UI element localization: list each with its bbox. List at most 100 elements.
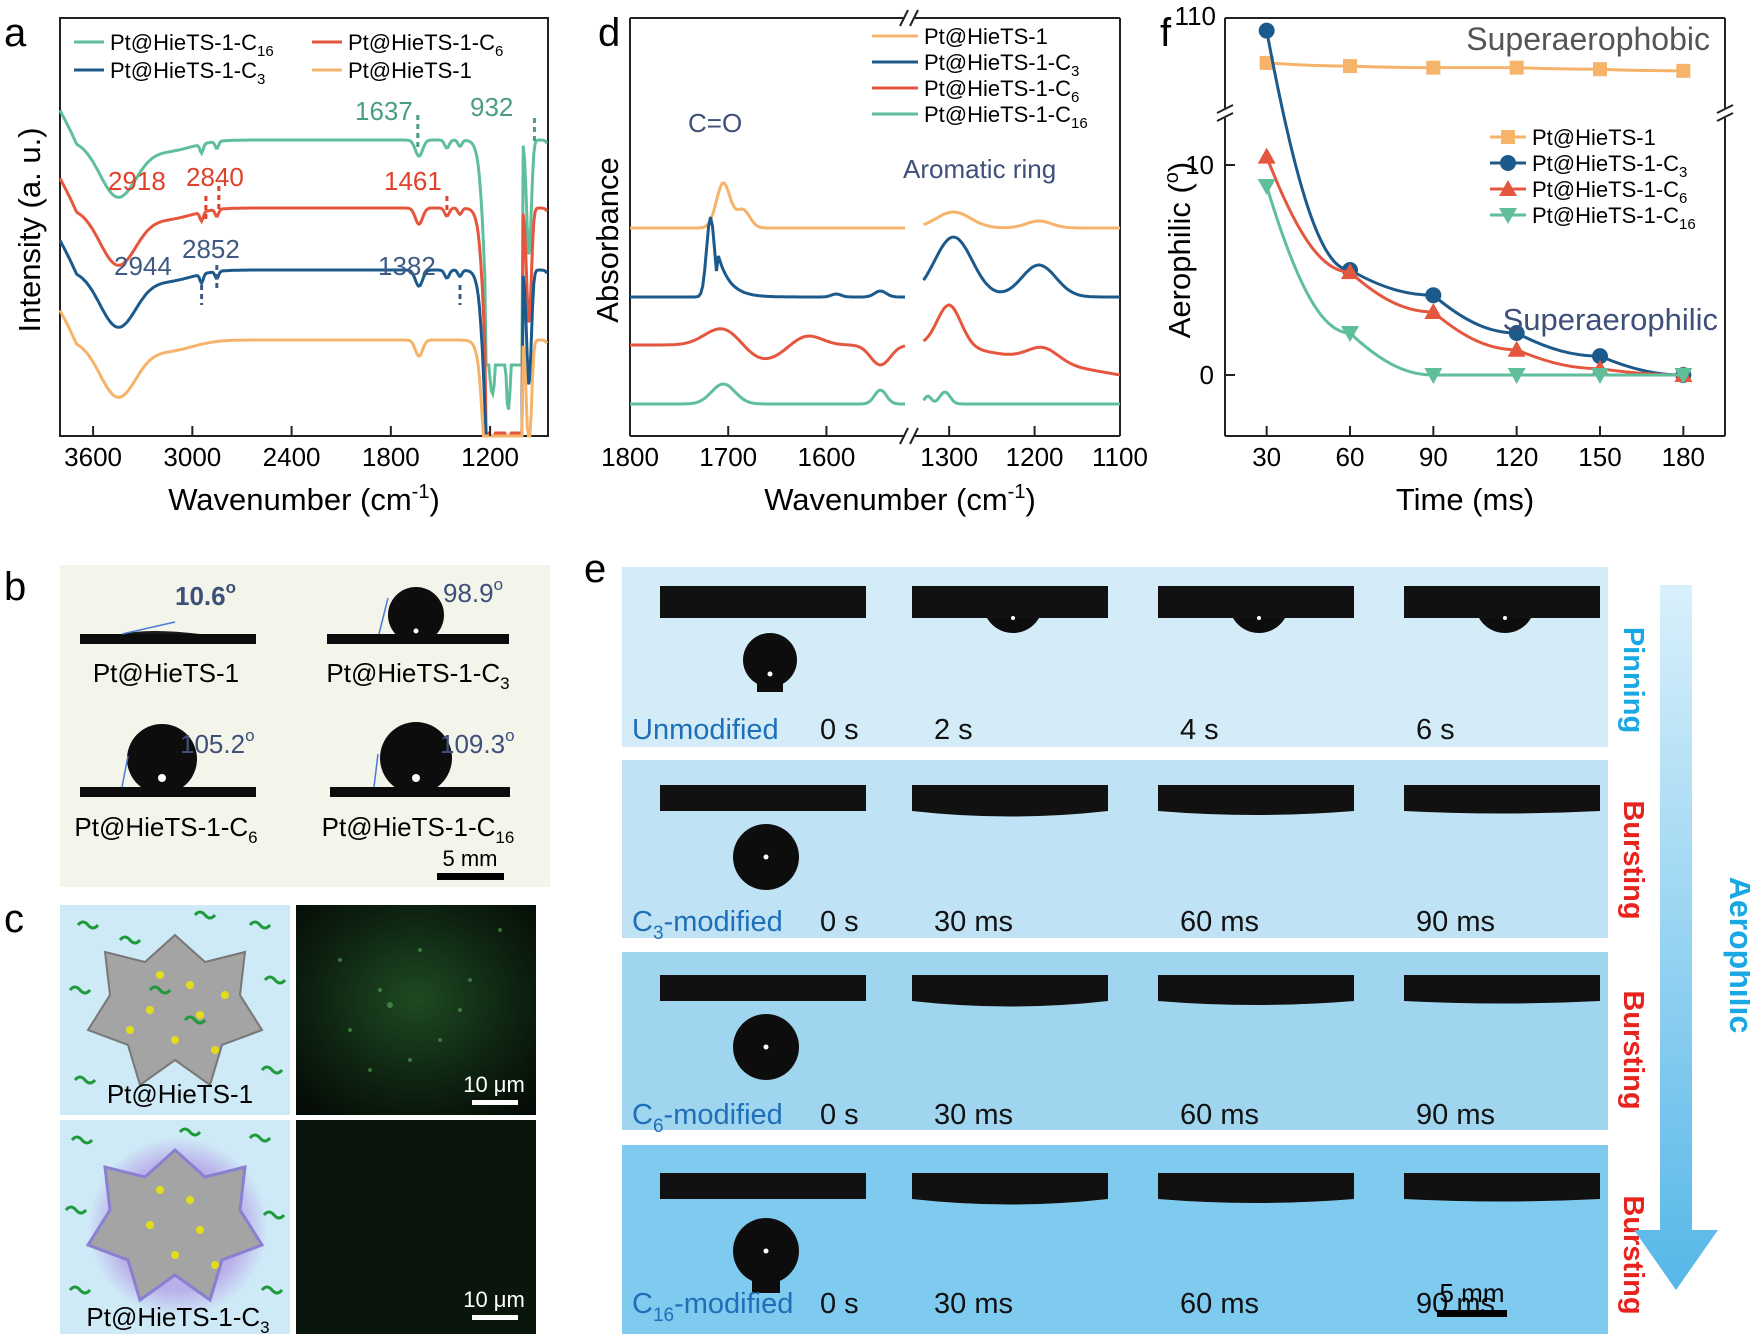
pinned-bubble-e-r1c4	[1479, 618, 1531, 634]
spectrum-a-c3	[58, 239, 549, 438]
scale-bar-c-bottom	[472, 1315, 518, 1320]
droplet-2	[388, 587, 444, 643]
spectra-d	[630, 181, 1121, 406]
time-label-e-r2c4: 90 ms	[1416, 906, 1495, 938]
burst-film-e-r2c4	[1404, 785, 1600, 814]
panel-letter-e: e	[584, 547, 606, 591]
x-tick-label-f: 60	[1336, 442, 1365, 472]
time-label-e-r3c2: 30 ms	[934, 1099, 1013, 1131]
label-superaerophobic: Superaerophobic	[1466, 21, 1710, 57]
data-point-c3-30	[1258, 22, 1275, 39]
pt-nanoparticles-c3	[146, 1186, 219, 1269]
x-tick-label-d: 1800	[601, 442, 659, 472]
time-label-e-r2c3: 60 ms	[1180, 906, 1259, 938]
row-label-e-2: C3-modified	[632, 906, 783, 944]
schematic-label-ts1: Pt@HieTS-1	[107, 1079, 253, 1109]
data-point-c6-90	[1424, 303, 1443, 319]
panel-f: f 110 30609012015018001020 Superaerophob…	[1160, 1, 1734, 517]
peak-annotations-a: 1637 932 2918 2840 1461 2944 2852 1382	[108, 92, 513, 281]
x-tick-label-a: 2400	[263, 442, 321, 472]
contact-angle-3: 105.2o	[180, 726, 255, 759]
state-label-e-2: Bursting	[1617, 800, 1649, 919]
spectrum-d-c3-right	[922, 235, 1120, 299]
sample-label-2: Pt@HieTS-1-C3	[326, 658, 509, 693]
substrate-e-r1c2	[912, 586, 1108, 618]
scale-label-b: 5 mm	[443, 846, 498, 871]
substrate-e-r2c1	[660, 785, 866, 811]
x-tick-label-f: 120	[1495, 442, 1538, 472]
time-label-e-r4c3: 60 ms	[1180, 1288, 1259, 1320]
legend-label-d-c3: Pt@HieTS-1-C3	[924, 50, 1079, 80]
y-axis-label-a: Intensity (a. u.)	[12, 127, 47, 332]
data-point-c16-150	[1591, 368, 1609, 384]
data-point-ts1-120	[1509, 60, 1524, 75]
data-point-c3-90	[1425, 287, 1442, 304]
y-tick-label-110: 110	[1175, 1, 1216, 31]
panel-b-background	[60, 565, 550, 887]
y-axis-label-d: Absorbance	[590, 157, 625, 322]
y-tick-label-f: 0	[1200, 360, 1214, 390]
x-tick-label-d: 1100	[1092, 442, 1148, 472]
legend-marker-f-c6	[1499, 180, 1517, 196]
sample-label-4: Pt@HieTS-1-C16	[322, 812, 515, 847]
x-axis-d: 1800 1700 1600 1300 1200 1100	[601, 426, 1148, 472]
time-label-e-r1c2: 2 s	[934, 714, 973, 746]
row-label-e-3: C6-modified	[632, 1099, 783, 1137]
panel-a: a 3600 3000 2400 1800 1200 Pt@HieTS-1-C16 Pt…	[4, 11, 549, 517]
time-label-e-r2c1: 0 s	[820, 906, 859, 938]
x-axis-label-a: Wavenumber (cm-1)	[168, 481, 440, 517]
pt-nanoparticles-ts1	[126, 971, 229, 1054]
sample-label-1: Pt@HieTS-1	[93, 658, 239, 688]
data-point-ts1-90	[1426, 60, 1441, 75]
legend-marker-f-c16	[1499, 208, 1517, 224]
tangent-line-1	[121, 621, 176, 635]
scale-bar-c-top	[472, 1100, 518, 1105]
x-tick-label-d: 1300	[920, 442, 978, 472]
tangent-line-2	[378, 597, 389, 635]
x-tick-label-a: 1800	[362, 442, 420, 472]
legend-label-d-ts1: Pt@HieTS-1	[924, 24, 1048, 49]
scale-label-e: 5 mm	[1440, 1278, 1505, 1308]
legend-marker-f-ts1	[1501, 130, 1515, 144]
scale-bar-b	[437, 873, 504, 880]
crystal-c3	[85, 1147, 265, 1303]
y-tick-label-f: 10	[1185, 150, 1214, 180]
plot-frame-f	[1224, 17, 1726, 437]
fluorescence-image-c3	[296, 1120, 536, 1334]
droplet-1	[122, 631, 200, 634]
probe-molecules-ts1	[68, 910, 287, 1085]
peak-label-2840: 2840	[186, 162, 244, 192]
peak-label-1461: 1461	[384, 166, 442, 196]
axes-f: 30609012015018001020	[1185, 150, 1705, 472]
data-point-c16-120	[1507, 368, 1526, 384]
schematic-label-c3: Pt@HieTS-1-C3	[86, 1302, 269, 1337]
spectrum-d-c3-left	[630, 216, 905, 299]
x-tick-label-f: 150	[1578, 442, 1621, 472]
time-label-e-r2c2: 30 ms	[934, 906, 1013, 938]
data-point-c16-90	[1424, 368, 1443, 384]
panel-e: e Unmodified 0 s 2 s 4 s 6 s Pinning C3-modifi…	[584, 547, 1750, 1334]
spectrum-d-c6-left	[630, 327, 906, 367]
row-label-e-4: C16-modified	[632, 1288, 793, 1326]
scale-label-c-bottom: 10 μm	[463, 1287, 525, 1312]
bubble-e-r1c1	[743, 633, 797, 687]
burst-film-e-r4c2	[912, 1173, 1108, 1205]
contact-angle-1: 10.6o	[175, 578, 236, 611]
annotation-carbonyl: C=O	[688, 108, 742, 138]
legend-label-c3: Pt@HieTS-1-C3	[110, 58, 265, 88]
panel-c: c Pt@HieTS-1 10 μm	[4, 897, 536, 1337]
state-label-e-3: Bursting	[1617, 990, 1649, 1109]
series-f	[1257, 22, 1693, 384]
state-label-e-1: Pinning	[1617, 627, 1649, 733]
time-label-e-r3c1: 0 s	[820, 1099, 859, 1131]
spectrum-d-c16-left	[630, 382, 905, 406]
x-axis-label-f: Time (ms)	[1396, 482, 1534, 517]
panel-letter-f: f	[1160, 11, 1172, 55]
substrate-1	[80, 634, 256, 644]
peak-label-1382: 1382	[378, 251, 436, 281]
crystal-ts1	[86, 933, 264, 1087]
time-label-e-r1c3: 4 s	[1180, 714, 1219, 746]
spectrum-a-c16	[58, 109, 549, 410]
legend-a: Pt@HieTS-1-C16 Pt@HieTS-1-C6 Pt@HieTS-1-…	[74, 30, 503, 88]
time-label-e-r3c4: 90 ms	[1416, 1099, 1495, 1131]
